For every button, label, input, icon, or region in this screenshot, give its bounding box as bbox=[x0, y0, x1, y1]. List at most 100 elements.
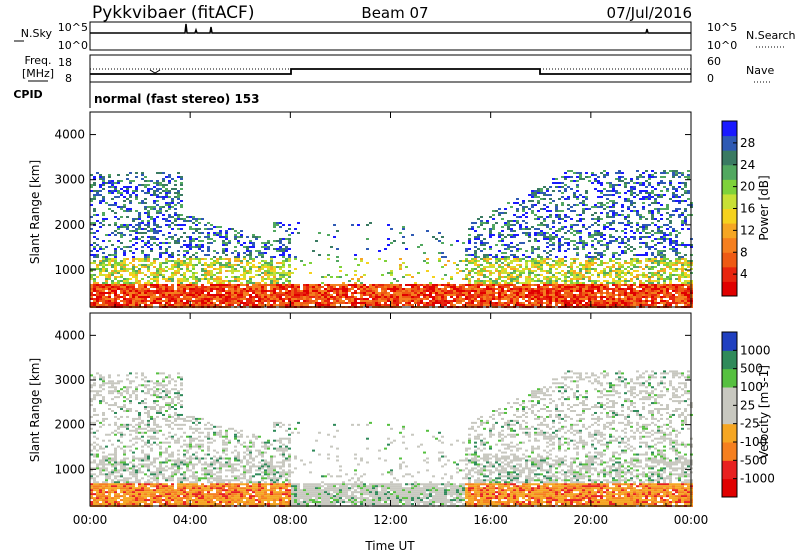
power-cell bbox=[390, 302, 393, 304]
power-cell bbox=[180, 228, 183, 230]
power-cell bbox=[492, 304, 495, 306]
power-cell bbox=[261, 260, 264, 262]
power-cell bbox=[600, 284, 603, 286]
power-cell bbox=[528, 274, 531, 276]
power-cell bbox=[606, 212, 609, 214]
power-cell bbox=[366, 288, 369, 290]
power-cell bbox=[675, 242, 678, 244]
power-cell bbox=[621, 210, 624, 212]
power-cell bbox=[591, 240, 594, 242]
power-cell bbox=[171, 272, 174, 274]
power-cell bbox=[630, 280, 633, 282]
power-cell bbox=[150, 218, 153, 220]
power-cell bbox=[150, 296, 153, 298]
power-cell bbox=[636, 178, 639, 180]
power-cell bbox=[495, 302, 498, 304]
power-cell bbox=[129, 208, 132, 210]
power-cell bbox=[276, 298, 279, 300]
power-cell bbox=[255, 286, 258, 288]
power-cell bbox=[636, 170, 639, 172]
power-cell bbox=[249, 258, 252, 260]
power-cell bbox=[147, 276, 150, 278]
power-cell bbox=[471, 298, 474, 300]
power-cell bbox=[669, 238, 672, 240]
power-cell bbox=[597, 290, 600, 292]
power-cell bbox=[297, 290, 300, 292]
power-cell bbox=[216, 304, 219, 306]
power-cell bbox=[507, 302, 510, 304]
power-cell bbox=[546, 280, 549, 282]
power-cell bbox=[282, 248, 285, 250]
power-cell bbox=[90, 184, 93, 186]
power-cell bbox=[144, 242, 147, 244]
power-cell bbox=[429, 284, 432, 286]
power-cell bbox=[534, 294, 537, 296]
power-cell bbox=[129, 294, 132, 296]
power-cell bbox=[624, 182, 627, 184]
power-cell bbox=[540, 256, 543, 258]
power-cell bbox=[513, 272, 516, 274]
power-cell bbox=[339, 302, 342, 304]
power-cell bbox=[111, 204, 114, 206]
power-cell bbox=[306, 296, 309, 298]
power-cell bbox=[102, 180, 105, 182]
power-cell bbox=[198, 296, 201, 298]
power-cell bbox=[369, 288, 372, 290]
power-cell bbox=[477, 264, 480, 266]
power-cell bbox=[315, 286, 318, 288]
power-cell bbox=[423, 260, 426, 262]
power-cell bbox=[168, 302, 171, 304]
power-cell bbox=[645, 296, 648, 298]
power-cell bbox=[669, 280, 672, 282]
power-cell bbox=[336, 290, 339, 292]
power-cell bbox=[591, 182, 594, 184]
power-cell bbox=[612, 206, 615, 208]
power-cell bbox=[357, 284, 360, 286]
power-cell bbox=[210, 276, 213, 278]
power-cell bbox=[498, 282, 501, 284]
power-cell bbox=[90, 278, 93, 280]
power-cell bbox=[186, 278, 189, 280]
power-cell bbox=[612, 236, 615, 238]
power-cell bbox=[555, 272, 558, 274]
power-cell bbox=[618, 288, 621, 290]
power-cell bbox=[156, 278, 159, 280]
power-cell bbox=[627, 270, 630, 272]
power-cell bbox=[342, 294, 345, 296]
power-cell bbox=[396, 304, 399, 306]
power-cell bbox=[639, 192, 642, 194]
power-cell bbox=[549, 284, 552, 286]
power-cell bbox=[270, 282, 273, 284]
power-cell bbox=[210, 304, 213, 306]
power-cell bbox=[528, 292, 531, 294]
power-cell bbox=[588, 300, 591, 302]
power-cell bbox=[522, 294, 525, 296]
power-cell bbox=[663, 208, 666, 210]
power-cell bbox=[108, 224, 111, 226]
power-cell bbox=[564, 198, 567, 200]
power-cell bbox=[618, 172, 621, 174]
power-cell bbox=[495, 270, 498, 272]
power-cell bbox=[669, 262, 672, 264]
power-cell bbox=[555, 280, 558, 282]
power-cell bbox=[243, 270, 246, 272]
power-cell bbox=[192, 300, 195, 302]
power-cell bbox=[285, 286, 288, 288]
power-cell bbox=[561, 202, 564, 204]
power-cell bbox=[111, 260, 114, 262]
power-cell bbox=[606, 294, 609, 296]
power-cell bbox=[396, 286, 399, 288]
power-cell bbox=[564, 226, 567, 228]
power-cell bbox=[90, 204, 93, 206]
power-cell bbox=[603, 228, 606, 230]
power-cell bbox=[624, 296, 627, 298]
power-cell bbox=[636, 276, 639, 278]
power-cell bbox=[666, 264, 669, 266]
power-cell bbox=[201, 292, 204, 294]
power-cell bbox=[276, 250, 279, 252]
power-cell bbox=[480, 216, 483, 218]
power-cell bbox=[144, 298, 147, 300]
power-cell bbox=[243, 298, 246, 300]
power-cell bbox=[672, 296, 675, 298]
